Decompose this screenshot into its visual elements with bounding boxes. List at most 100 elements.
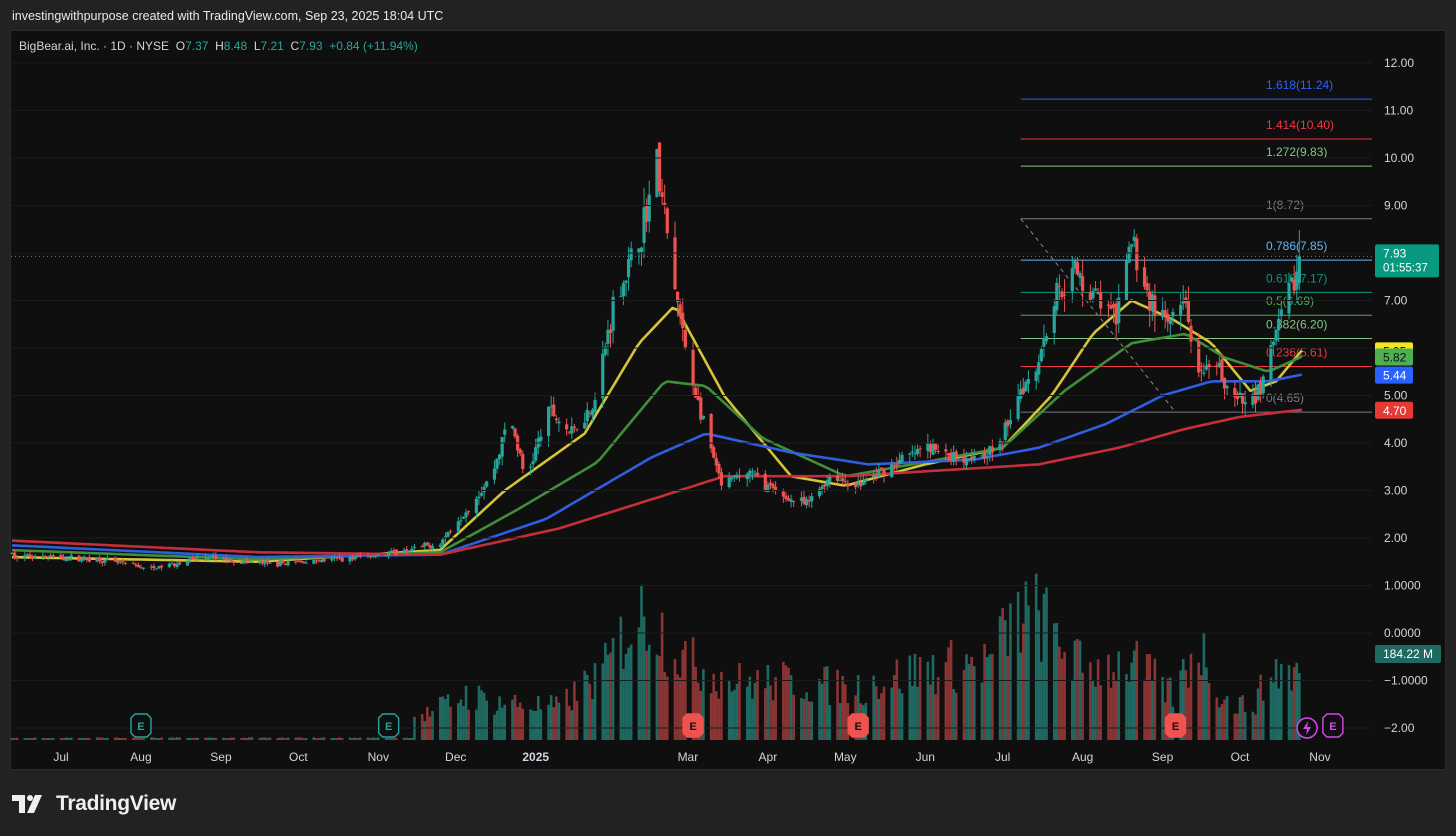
volume-bar: [684, 641, 687, 740]
earnings-icon: [682, 713, 704, 738]
volume-bar: [1153, 658, 1157, 740]
candle-body: [113, 557, 117, 562]
volume-bar: [1099, 685, 1102, 740]
volume-bar: [1254, 714, 1257, 740]
candle-body: [392, 550, 396, 552]
volume-bar: [459, 699, 463, 740]
candle-body: [134, 564, 138, 566]
volume-bar: [712, 673, 716, 740]
candle-body: [322, 559, 326, 562]
candle-body: [771, 484, 775, 488]
candle-body: [691, 349, 695, 385]
volume-bar: [627, 647, 630, 740]
volume-bar: [1145, 654, 1149, 740]
candle-body: [141, 567, 146, 569]
candle-body: [157, 566, 161, 569]
volume-bar: [575, 700, 579, 740]
candle-body: [41, 555, 45, 559]
candle-body: [874, 474, 878, 476]
volume-badge: [1375, 644, 1441, 663]
volume-bar: [557, 702, 561, 740]
volume-bar: [456, 703, 460, 740]
candle-body: [838, 480, 842, 482]
candle-body: [766, 484, 770, 493]
candle-body: [149, 566, 153, 568]
earnings-icon: [377, 713, 400, 738]
candle-body: [314, 560, 319, 562]
volume-bar: [351, 738, 354, 740]
volume-bar: [449, 706, 452, 740]
volume-bar: [588, 683, 592, 740]
volume-bar: [665, 676, 669, 740]
volume-bar: [188, 737, 192, 740]
volume-bar: [954, 692, 958, 740]
volume-bar: [482, 692, 486, 740]
candle-body: [497, 454, 502, 459]
price-tick-label: 5.00: [1384, 389, 1408, 403]
candle-body: [461, 517, 466, 519]
candle-body: [804, 499, 809, 506]
candle-body: [567, 431, 571, 433]
candle-body: [1127, 246, 1131, 263]
candle-body: [12, 552, 17, 558]
volume-bar: [1109, 687, 1113, 740]
candle-body: [1111, 304, 1116, 308]
candle-body: [639, 247, 644, 253]
volume-bar: [1233, 713, 1237, 740]
volume-bar: [676, 674, 679, 740]
candle-body: [908, 453, 912, 455]
volume-bar: [224, 738, 228, 740]
time-axis-label: Aug: [1072, 750, 1093, 764]
volume-bar: [232, 737, 236, 740]
ma-value-badge: [1375, 348, 1413, 366]
volume-bar: [250, 737, 254, 740]
price-tick-label: 2.00: [1384, 531, 1408, 545]
candle-body: [167, 563, 171, 567]
candle-body: [358, 555, 362, 557]
candle-body: [823, 484, 827, 487]
candle-body: [655, 149, 659, 197]
fib-level-label: 1.618(11.24): [1266, 78, 1333, 92]
candle-body: [51, 554, 55, 556]
candle-body: [170, 563, 174, 565]
candle-body: [717, 463, 721, 474]
volume-bar: [333, 738, 336, 740]
candle-body: [753, 473, 757, 475]
candle-body: [590, 409, 595, 416]
volume-bar: [402, 737, 406, 740]
price-tick-label: −2.00: [1384, 721, 1415, 735]
volume-bar: [825, 666, 829, 740]
volume-bar: [738, 663, 741, 740]
candle-body: [611, 296, 615, 331]
time-axis-label: 2025: [522, 750, 549, 764]
candle-body: [915, 449, 920, 455]
volume-bar: [640, 584, 643, 740]
volume-bar: [317, 738, 321, 740]
candle-body: [624, 280, 628, 283]
candle-body: [657, 142, 662, 192]
volume-bar: [431, 710, 434, 740]
tradingview-logo[interactable]: TradingView: [12, 790, 176, 818]
earnings-label: E: [1329, 721, 1336, 733]
candle-body: [423, 542, 427, 547]
candle-body: [853, 483, 858, 488]
volume-bar: [898, 688, 901, 740]
volume-bar: [82, 737, 86, 740]
legend-symbol[interactable]: BigBear.ai, Inc. · 1D · NYSE: [19, 39, 170, 53]
candle-body: [131, 562, 135, 564]
lightning-glyph: [1303, 721, 1312, 735]
volume-bar: [1125, 674, 1128, 740]
volume-bar: [802, 699, 806, 740]
volume-bar: [1181, 659, 1185, 740]
candle-body: [1109, 305, 1113, 309]
candle-body: [1060, 291, 1064, 298]
volume-bar: [477, 685, 481, 740]
volume-bar: [1135, 640, 1139, 740]
candle-body: [985, 456, 989, 458]
volume-bar: [717, 698, 721, 740]
candle-body: [918, 448, 922, 450]
volume-bar: [1272, 682, 1275, 740]
volume-bar: [756, 669, 759, 740]
candle-body: [781, 491, 785, 497]
